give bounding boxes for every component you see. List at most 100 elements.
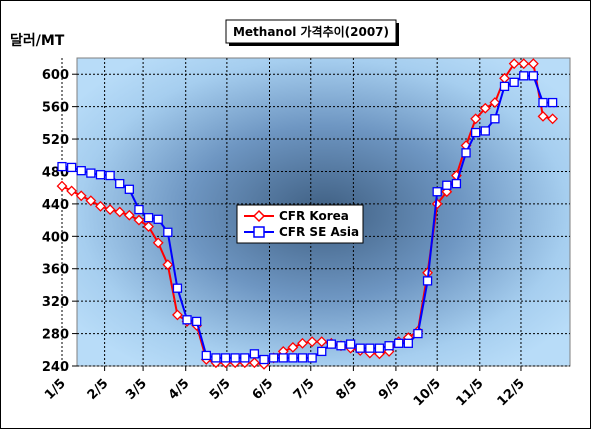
y-tick-label: 280 xyxy=(42,328,69,343)
data-point-cfr-korea xyxy=(297,337,308,349)
data-point-cfr-se-asia xyxy=(451,178,462,189)
data-point-cfr-se-asia xyxy=(374,343,385,353)
data-point-cfr-korea xyxy=(518,58,530,70)
data-point-cfr-se-asia xyxy=(124,184,134,194)
data-point-cfr-korea xyxy=(470,113,482,125)
data-point-cfr-korea xyxy=(537,110,549,122)
data-point-cfr-se-asia xyxy=(480,126,490,136)
legend-marker-cfr-se-asia xyxy=(253,226,265,238)
data-point-cfr-se-asia xyxy=(461,148,471,158)
data-point-cfr-korea xyxy=(162,259,174,271)
data-point-cfr-se-asia xyxy=(220,353,231,363)
data-point-cfr-se-asia xyxy=(384,341,394,351)
data-point-cfr-se-asia xyxy=(153,214,163,224)
data-point-cfr-se-asia xyxy=(547,97,558,108)
data-point-cfr-se-asia xyxy=(413,328,423,339)
x-tick-label: 11/5 xyxy=(453,376,486,409)
legend-label-cfr-se-asia: CFR SE Asia xyxy=(279,225,359,239)
data-point-cfr-se-asia xyxy=(422,276,433,286)
data-point-cfr-se-asia xyxy=(394,338,404,348)
data-point-cfr-korea xyxy=(508,58,520,70)
data-point-cfr-se-asia xyxy=(538,97,548,108)
series-line-cfr-korea xyxy=(61,62,553,366)
y-tick-label: 400 xyxy=(42,230,69,245)
x-tick-label: 2/5 xyxy=(85,376,112,403)
x-tick-label: 7/5 xyxy=(291,376,318,403)
data-point-cfr-korea xyxy=(95,200,106,212)
data-point-cfr-se-asia xyxy=(442,180,452,190)
data-point-cfr-se-asia xyxy=(471,127,481,138)
data-point-cfr-se-asia xyxy=(201,350,211,361)
data-point-cfr-korea xyxy=(133,214,145,226)
data-point-cfr-se-asia xyxy=(278,353,288,363)
legend-entry-cfr-se-asia: CFR SE Asia xyxy=(244,225,359,239)
series-cfr-se-asia xyxy=(57,71,558,365)
x-tick-label: 1/5 xyxy=(42,376,69,403)
y-tick-label: 320 xyxy=(42,295,69,310)
data-point-cfr-se-asia xyxy=(288,353,298,363)
data-point-cfr-se-asia xyxy=(57,161,67,172)
legend-entry-cfr-korea: CFR Korea xyxy=(244,209,349,223)
y-tick-label: 240 xyxy=(42,360,69,375)
x-tick-label: 3/5 xyxy=(123,376,150,403)
data-point-cfr-se-asia xyxy=(105,170,115,181)
y-tick-label: 600 xyxy=(42,68,69,83)
data-point-cfr-se-asia xyxy=(240,353,250,363)
data-point-cfr-se-asia xyxy=(403,338,413,348)
data-point-cfr-se-asia xyxy=(182,315,192,325)
chart-title: Methanol 가격추이(2007) xyxy=(233,24,389,39)
data-point-cfr-se-asia xyxy=(134,204,144,215)
data-point-cfr-korea xyxy=(123,209,135,221)
y-tick-label: 520 xyxy=(42,133,69,148)
x-tick-label: 8/5 xyxy=(333,376,360,403)
data-point-cfr-se-asia xyxy=(76,166,86,176)
data-point-cfr-se-asia xyxy=(115,178,125,189)
y-axis-label: 달러/MT xyxy=(10,33,65,49)
data-point-cfr-se-asia xyxy=(86,168,96,178)
x-tick-label: 5/5 xyxy=(207,376,234,403)
data-point-cfr-korea xyxy=(143,221,154,233)
data-point-cfr-korea xyxy=(66,185,78,197)
data-point-cfr-korea xyxy=(431,198,443,210)
data-point-cfr-se-asia xyxy=(143,213,154,223)
data-point-cfr-korea xyxy=(489,97,501,108)
data-point-cfr-se-asia xyxy=(249,349,260,359)
data-point-cfr-korea xyxy=(248,357,260,369)
data-point-cfr-se-asia xyxy=(95,170,106,180)
data-point-cfr-se-asia xyxy=(230,353,240,363)
title-box xyxy=(225,19,397,44)
data-point-cfr-se-asia xyxy=(163,227,173,237)
data-point-cfr-korea xyxy=(114,206,126,218)
data-point-cfr-korea xyxy=(85,195,97,207)
data-point-cfr-se-asia xyxy=(259,354,269,365)
data-point-cfr-korea xyxy=(527,58,539,70)
x-tick-label: 6/5 xyxy=(250,376,277,403)
data-point-cfr-se-asia xyxy=(432,187,442,197)
data-point-cfr-korea xyxy=(316,336,328,348)
series-lines xyxy=(56,58,559,370)
data-point-cfr-se-asia xyxy=(528,71,539,81)
data-point-cfr-se-asia xyxy=(268,353,279,363)
y-tick-label: 560 xyxy=(42,101,69,116)
data-point-cfr-se-asia xyxy=(307,353,317,363)
data-point-cfr-se-asia xyxy=(336,341,346,351)
data-point-cfr-korea xyxy=(152,237,164,249)
x-axis-ticks: 1/5 2/5 3/5 4/5 5/5 6/5 7/5 8/5 9/5 10/5 11/5 12/5 xyxy=(42,366,528,409)
data-point-cfr-se-asia xyxy=(490,114,500,124)
data-point-cfr-korea xyxy=(56,180,68,192)
data-point-cfr-se-asia xyxy=(172,283,183,293)
data-point-cfr-se-asia xyxy=(345,339,356,349)
data-point-cfr-korea xyxy=(287,341,299,353)
data-point-cfr-korea xyxy=(479,102,491,114)
data-point-cfr-se-asia xyxy=(192,316,202,327)
data-point-cfr-se-asia xyxy=(499,81,510,92)
data-point-cfr-se-asia xyxy=(297,353,308,363)
y-tick-label: 440 xyxy=(42,198,69,213)
data-point-cfr-korea xyxy=(75,190,87,202)
x-tick-label: 12/5 xyxy=(495,376,528,409)
data-point-cfr-se-asia xyxy=(66,162,77,173)
x-tick-label: 9/5 xyxy=(376,376,403,403)
data-point-cfr-korea xyxy=(547,113,559,125)
